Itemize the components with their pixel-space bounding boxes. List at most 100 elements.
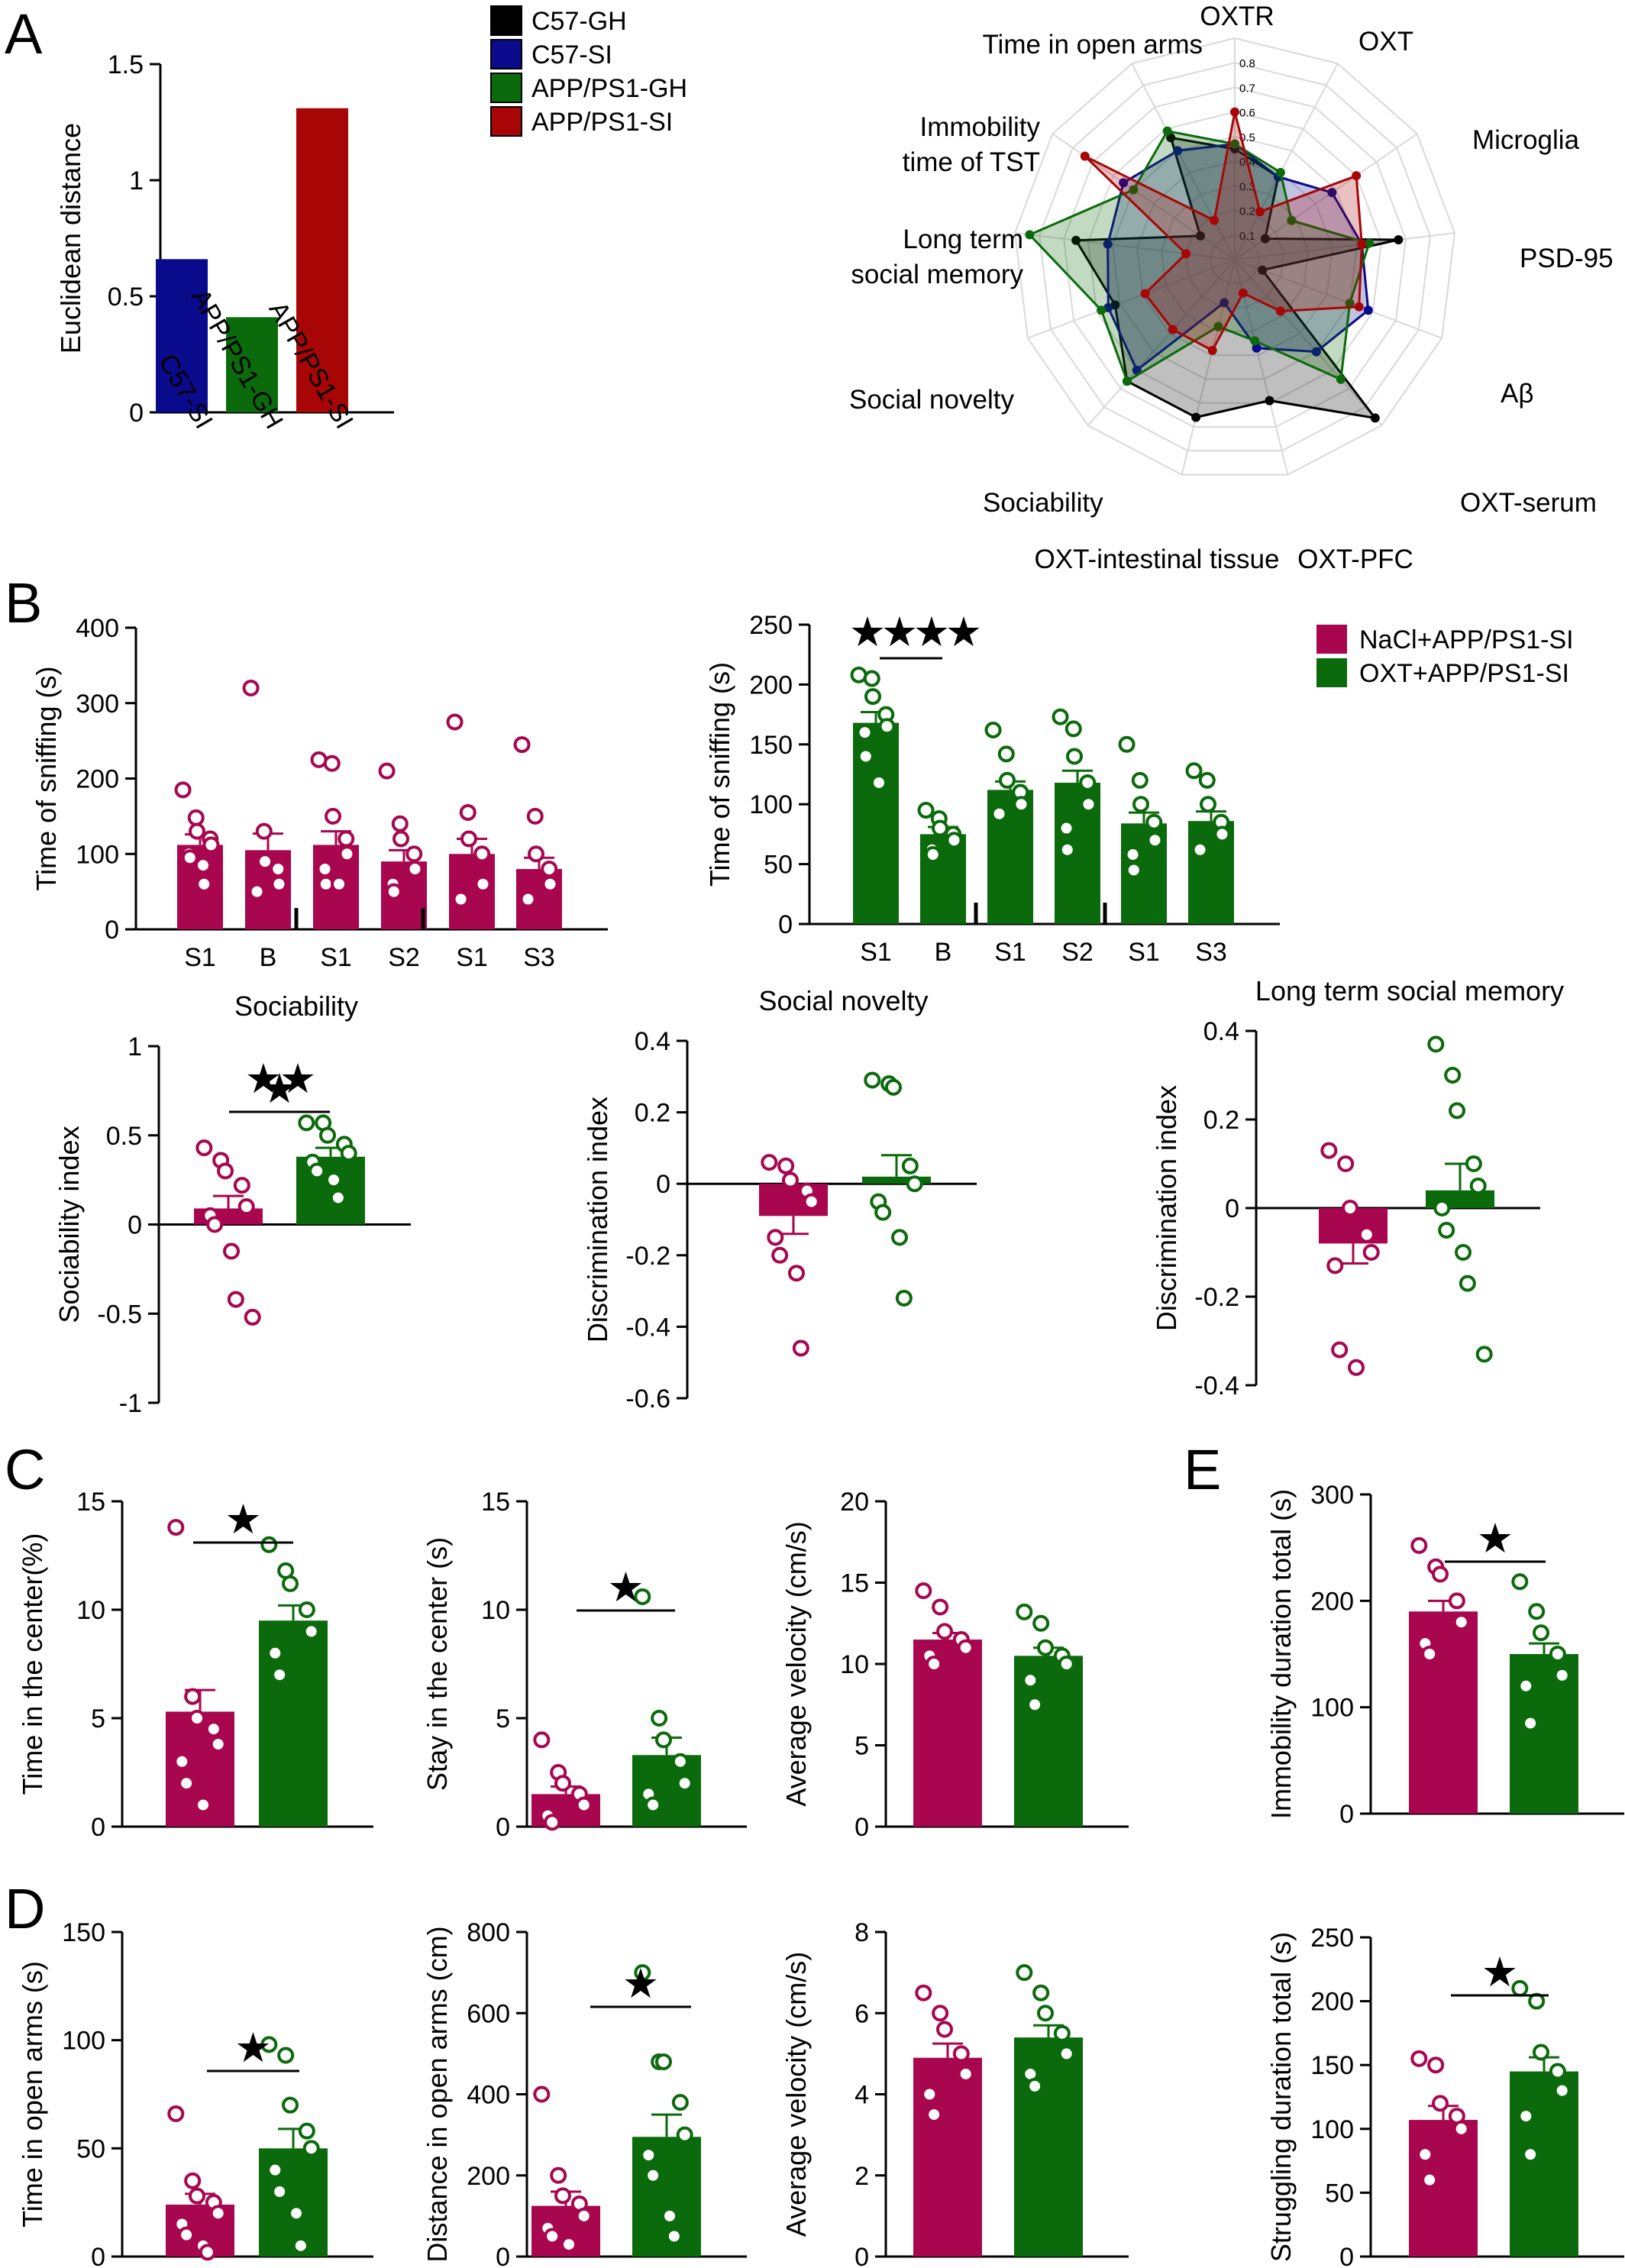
data-point [316,861,334,877]
radar-axis-label: OXT-intestinal tissue [1035,544,1280,574]
data-point [761,1154,778,1171]
data-point [260,2036,278,2053]
data-point [1058,819,1075,837]
data-point [1125,861,1142,879]
data-point [513,736,531,754]
radar-ring-label: 0.8 [1239,57,1255,70]
radar-point [1097,305,1106,315]
data-point [856,724,874,741]
data-point [187,809,205,826]
data-point [292,2237,309,2254]
radar-point [1119,178,1129,188]
chart-average-velocity-epm: 0 2 4 6 8 Average velocity (cm/s) [780,1918,1129,2268]
radar-axis-label: Time in open arms [982,30,1203,60]
radar-point [1275,167,1285,177]
radar-axis-label: Social novelty [849,385,1014,415]
panel-label-b: B [5,571,42,635]
radar-axis-label: Microglia [1472,125,1580,155]
data-point [209,2205,227,2222]
y-tick-label: 0.4 [635,1027,670,1056]
data-point [915,1582,932,1600]
data-point [1052,708,1069,725]
radar-point [1195,231,1205,241]
y-tick-label: -0.6 [625,1384,670,1413]
panel-label-d: D [5,1877,45,1940]
data-point [242,680,260,696]
chart-struggling-duration: 0 50 100 150 200 250 Struggling duration total… [1265,1924,1624,2268]
data-point [271,2183,289,2200]
radar-ring-label: 0.1 [1239,230,1255,243]
data-point [984,721,1002,738]
y-tick-label: 15 [481,1488,510,1517]
data-point [452,890,470,908]
radar-spoke [1027,259,1236,339]
y-tick-label: 0 [496,2243,510,2268]
data-point [217,1162,234,1180]
data-point [533,2085,551,2103]
data-point [640,2147,657,2164]
radar-axis-label: OXT-serum [1460,488,1597,518]
data-point [533,1731,551,1749]
chart-sociability: -1 -0.5 0 0.5 1 Sociability index Sociability ★… [53,990,411,1418]
data-point [167,2105,185,2122]
radar-point [1238,288,1248,298]
data-point [1132,796,1149,813]
radar-point [1132,365,1142,375]
data-point [1427,1035,1445,1053]
data-point [874,1203,892,1221]
data-point [871,774,887,791]
y-tick-label: 5 [91,1704,105,1733]
y-tick-label: 0.2 [635,1099,670,1128]
data-point [1448,1592,1465,1610]
chart-immobility-duration: 0 100 200 300 Immobility duration total (s) ★ [1265,1481,1624,1829]
bar [449,854,495,929]
data-point [917,802,935,819]
data-point [393,830,409,848]
significance-star: ★ [1481,1950,1518,1995]
significance-star: ★ [245,1056,282,1102]
data-point [1026,2077,1044,2095]
radar-point [1191,412,1201,422]
data-point [1533,1624,1549,1642]
y-tick-label: 0 [496,1813,510,1842]
data-point [945,832,963,849]
data-point [329,1189,347,1207]
chart-b-oxt-sniffing: 0 50 100 150 200 250 Time of sniffing (s) S1 B S1… [704,609,1280,967]
y-tick-label: 200 [1310,1988,1354,2017]
chart-title: Long term social memory [1255,975,1564,1006]
bar [913,2057,982,2257]
data-point [1013,796,1030,813]
data-point [921,2085,938,2103]
data-point [1433,1200,1451,1216]
data-point [651,1710,668,1727]
data-point [270,861,287,877]
y-tick-label: 100 [1310,1694,1354,1723]
y-tick-label: 200 [467,2162,510,2191]
data-point [1058,2045,1075,2063]
y-axis-label: Stay in the center (s) [422,1537,453,1791]
data-point [771,1246,789,1264]
legend-swatch [490,5,522,36]
data-point [1553,2082,1571,2099]
chart-long-term-social-memory: -0.4 -0.2 0 0.2 0.4 Discrimination index Long … [1151,975,1564,1401]
y-tick-label: 1 [128,1032,142,1061]
panel-label-c: C [5,1438,45,1501]
y-tick-label: 5 [854,1732,869,1761]
radar-spoke [1234,232,1455,260]
y-axis-label: Sociability index [53,1126,85,1323]
y-tick-label: 0 [128,1211,142,1240]
radar-point [1345,299,1355,309]
radar-spoke [1234,259,1442,339]
data-point [906,1175,923,1193]
data-point [277,2047,295,2064]
data-point [460,830,477,848]
data-point [1146,832,1164,849]
data-point [385,883,402,900]
radar-point [1173,146,1183,156]
y-tick-label: -0.4 [625,1313,670,1342]
y-tick-label: 10 [481,1596,510,1625]
y-tick-label: -0.2 [625,1242,670,1271]
data-point [936,2021,953,2038]
data-point [1469,1178,1487,1194]
significance-star: ★ [945,609,982,655]
